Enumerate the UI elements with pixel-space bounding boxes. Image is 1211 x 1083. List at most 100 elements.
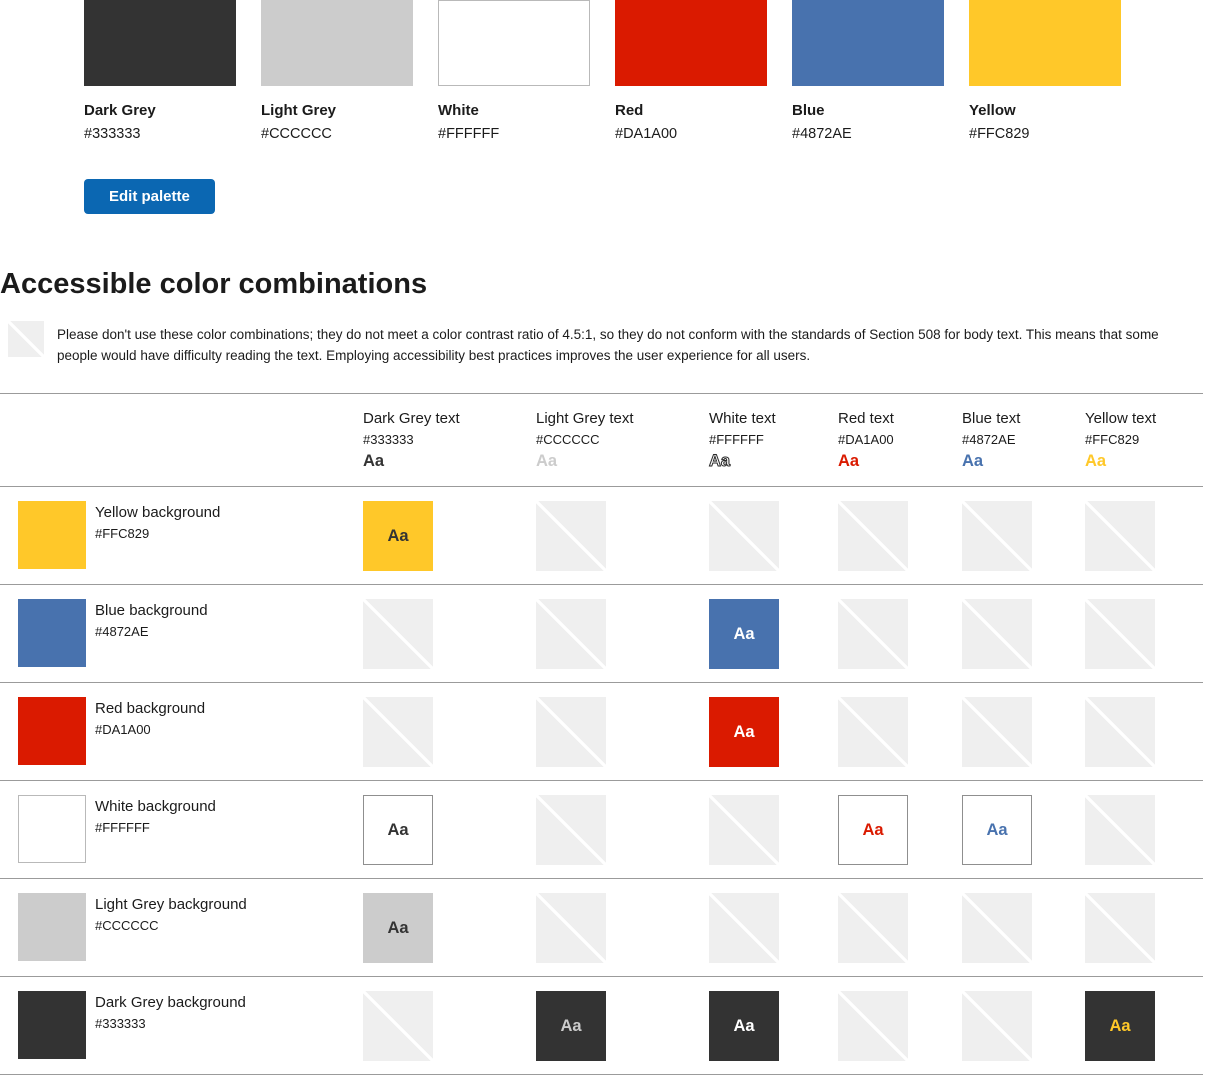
palette-item: Light Grey #CCCCCC [261, 0, 413, 142]
row-header: White background #FFFFFF [0, 795, 363, 878]
table-cell: Aa [363, 501, 536, 584]
row-color-swatch [18, 795, 86, 863]
column-header: Blue text #4872AE Aa [962, 410, 1085, 486]
table-cell: Aa [709, 599, 838, 682]
swatch-hex: #333333 [84, 126, 141, 142]
inaccessible-combination-cell [962, 501, 1032, 571]
swatch-hex: #CCCCCC [261, 126, 332, 142]
table-row: Blue background #4872AE Aa [0, 584, 1203, 682]
inaccessible-combination-cell [1085, 795, 1155, 865]
column-header-label: White text [709, 410, 776, 427]
row-color-swatch [18, 991, 86, 1059]
table-row: Light Grey background #CCCCCC Aa [0, 878, 1203, 976]
table-cell [709, 893, 838, 976]
column-header-sample: Aa [838, 452, 860, 470]
color-palette-section: Dark Grey #333333 Light Grey #CCCCCC White #F… [0, 0, 1211, 214]
table-cell [536, 697, 709, 780]
table-cell [363, 599, 536, 682]
accessible-combination-cell: Aa [1085, 991, 1155, 1061]
inaccessible-combination-cell [709, 893, 779, 963]
accessible-combination-cell: Aa [536, 991, 606, 1061]
color-swatch [969, 0, 1121, 86]
accessible-combination-cell: Aa [709, 599, 779, 669]
inaccessible-combination-cell [363, 991, 433, 1061]
table-cell [1085, 599, 1203, 682]
row-label-name: Blue background [95, 602, 208, 619]
row-header: Blue background #4872AE [0, 599, 363, 682]
row-color-swatch [18, 599, 86, 667]
inaccessible-combination-cell [962, 599, 1032, 669]
table-row: Yellow background #FFC829 Aa [0, 486, 1203, 584]
row-label-hex: #333333 [95, 1016, 146, 1031]
inaccessible-swatch-icon [8, 321, 44, 357]
row-label-hex: #FFFFFF [95, 820, 150, 835]
swatch-hex: #DA1A00 [615, 126, 678, 142]
accessibility-note-text: Please don't use these color combination… [57, 327, 1159, 363]
column-header: Red text #DA1A00 Aa [838, 410, 962, 486]
swatch-hex: #FFC829 [969, 126, 1030, 142]
table-cell: Aa [363, 893, 536, 976]
accessible-combination-cell: Aa [838, 795, 908, 865]
column-header-label: Dark Grey text [363, 410, 460, 427]
row-label-name: Light Grey background [95, 896, 247, 913]
swatch-name: Dark Grey [84, 102, 156, 119]
inaccessible-combination-cell [709, 795, 779, 865]
palette-swatch-list: Dark Grey #333333 Light Grey #CCCCCC White #F… [84, 0, 1211, 142]
inaccessible-combination-cell [1085, 697, 1155, 767]
swatch-hex: #4872AE [792, 126, 852, 142]
swatch-hex: #FFFFFF [438, 126, 500, 142]
table-cell: Aa [1085, 991, 1203, 1074]
table-header-row: Dark Grey text #333333 Aa Light Grey text #C… [0, 393, 1203, 486]
color-swatch [261, 0, 413, 86]
inaccessible-combination-cell [1085, 893, 1155, 963]
table-cell [709, 795, 838, 878]
inaccessible-combination-cell [363, 599, 433, 669]
table-cell [1085, 697, 1203, 780]
table-cell [962, 697, 1085, 780]
swatch-name: Light Grey [261, 102, 337, 119]
table-cell: Aa [709, 697, 838, 780]
row-color-swatch [18, 697, 86, 765]
inaccessible-combination-cell [1085, 599, 1155, 669]
row-label: Yellow background #FFC829 [95, 501, 220, 584]
inaccessible-combination-cell [536, 795, 606, 865]
column-header-hex: #FFFFFF [709, 432, 764, 447]
inaccessible-combination-cell [838, 501, 908, 571]
color-swatch [438, 0, 590, 86]
accessible-combination-cell: Aa [962, 795, 1032, 865]
column-header: Yellow text #FFC829 Aa [1085, 410, 1203, 486]
swatch-name: Red [615, 102, 644, 119]
column-header-label: Light Grey text [536, 410, 634, 427]
accessible-combination-cell: Aa [363, 893, 433, 963]
inaccessible-combination-cell [536, 893, 606, 963]
table-row: Dark Grey background #333333 Aa Aa Aa [0, 976, 1203, 1074]
accessible-combination-cell: Aa [709, 991, 779, 1061]
table-cell [536, 893, 709, 976]
palette-item: White #FFFFFF [438, 0, 590, 142]
row-label: Dark Grey background #333333 [95, 991, 246, 1074]
inaccessible-combination-cell [838, 991, 908, 1061]
row-label-hex: #4872AE [95, 624, 149, 639]
table-cell [838, 893, 962, 976]
column-header-sample: Aa [363, 452, 385, 470]
column-header-label: Red text [838, 410, 894, 427]
column-header-label: Yellow text [1085, 410, 1157, 427]
table-header-spacer [0, 410, 363, 486]
row-header: Dark Grey background #333333 [0, 991, 363, 1074]
column-header-hex: #FFC829 [1085, 432, 1140, 447]
table-cell [962, 501, 1085, 584]
column-header-sample: Aa [709, 452, 731, 471]
page-title: Accessible color combinations [0, 268, 428, 300]
row-header: Light Grey background #CCCCCC [0, 893, 363, 976]
table-cell [1085, 795, 1203, 878]
column-header: Dark Grey text #333333 Aa [363, 410, 536, 486]
row-label: Red background #DA1A00 [95, 697, 205, 780]
edit-palette-button[interactable]: Edit palette [84, 179, 215, 214]
color-combinations-table: Dark Grey text #333333 Aa Light Grey text #C… [0, 393, 1203, 1075]
table-cell [1085, 893, 1203, 976]
table-row: White background #FFFFFF Aa Aa Aa [0, 780, 1203, 878]
inaccessible-combination-cell [962, 697, 1032, 767]
table-cell [962, 991, 1085, 1074]
inaccessible-combination-cell [962, 893, 1032, 963]
table-cell [962, 893, 1085, 976]
